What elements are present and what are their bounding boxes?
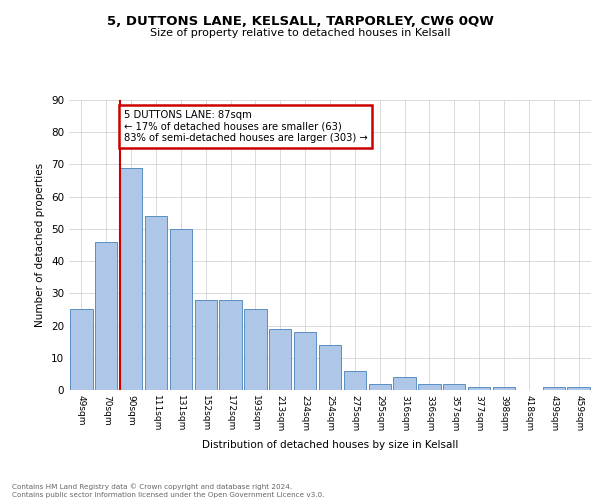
Bar <box>95 242 118 390</box>
Bar <box>443 384 466 390</box>
Bar <box>568 387 590 390</box>
Text: 5 DUTTONS LANE: 87sqm
← 17% of detached houses are smaller (63)
83% of semi-deta: 5 DUTTONS LANE: 87sqm ← 17% of detached … <box>124 110 367 143</box>
Text: Contains HM Land Registry data © Crown copyright and database right 2024.
Contai: Contains HM Land Registry data © Crown c… <box>12 484 325 498</box>
Bar <box>120 168 142 390</box>
Bar <box>294 332 316 390</box>
Bar <box>468 387 490 390</box>
Bar <box>244 310 266 390</box>
Bar <box>269 329 292 390</box>
Bar <box>542 387 565 390</box>
Bar <box>170 229 192 390</box>
X-axis label: Distribution of detached houses by size in Kelsall: Distribution of detached houses by size … <box>202 440 458 450</box>
Bar <box>493 387 515 390</box>
Bar <box>70 310 92 390</box>
Bar <box>418 384 440 390</box>
Bar <box>368 384 391 390</box>
Bar <box>145 216 167 390</box>
Bar <box>344 370 366 390</box>
Text: 5, DUTTONS LANE, KELSALL, TARPORLEY, CW6 0QW: 5, DUTTONS LANE, KELSALL, TARPORLEY, CW6… <box>107 15 493 28</box>
Text: Size of property relative to detached houses in Kelsall: Size of property relative to detached ho… <box>150 28 450 38</box>
Y-axis label: Number of detached properties: Number of detached properties <box>35 163 46 327</box>
Bar <box>394 377 416 390</box>
Bar <box>220 300 242 390</box>
Bar <box>194 300 217 390</box>
Bar <box>319 345 341 390</box>
